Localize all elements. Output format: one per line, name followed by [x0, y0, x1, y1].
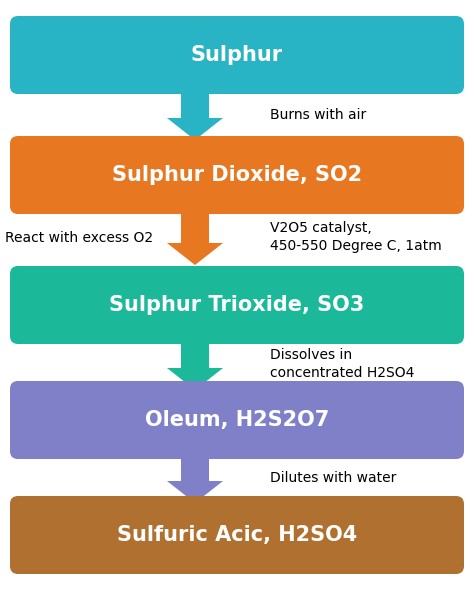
- Text: Sulfuric Acic, H2SO4: Sulfuric Acic, H2SO4: [117, 525, 357, 545]
- Text: Dissolves in
concentrated H2SO4: Dissolves in concentrated H2SO4: [270, 348, 414, 379]
- Polygon shape: [167, 453, 223, 503]
- FancyBboxPatch shape: [10, 16, 464, 94]
- Polygon shape: [167, 338, 223, 390]
- Text: V2O5 catalyst,
450-550 Degree C, 1atm: V2O5 catalyst, 450-550 Degree C, 1atm: [270, 221, 442, 253]
- Text: Sulphur: Sulphur: [191, 45, 283, 65]
- Polygon shape: [167, 88, 223, 140]
- FancyBboxPatch shape: [10, 496, 464, 574]
- Polygon shape: [167, 210, 223, 265]
- FancyBboxPatch shape: [10, 266, 464, 344]
- Text: Sulphur Trioxide, SO3: Sulphur Trioxide, SO3: [109, 295, 365, 315]
- FancyBboxPatch shape: [10, 381, 464, 459]
- Text: React with excess O2: React with excess O2: [5, 231, 153, 245]
- FancyBboxPatch shape: [10, 136, 464, 214]
- Text: Burns with air: Burns with air: [270, 108, 366, 122]
- Text: Dilutes with water: Dilutes with water: [270, 471, 396, 485]
- Text: Oleum, H2S2O7: Oleum, H2S2O7: [145, 410, 329, 430]
- Text: Sulphur Dioxide, SO2: Sulphur Dioxide, SO2: [112, 165, 362, 185]
